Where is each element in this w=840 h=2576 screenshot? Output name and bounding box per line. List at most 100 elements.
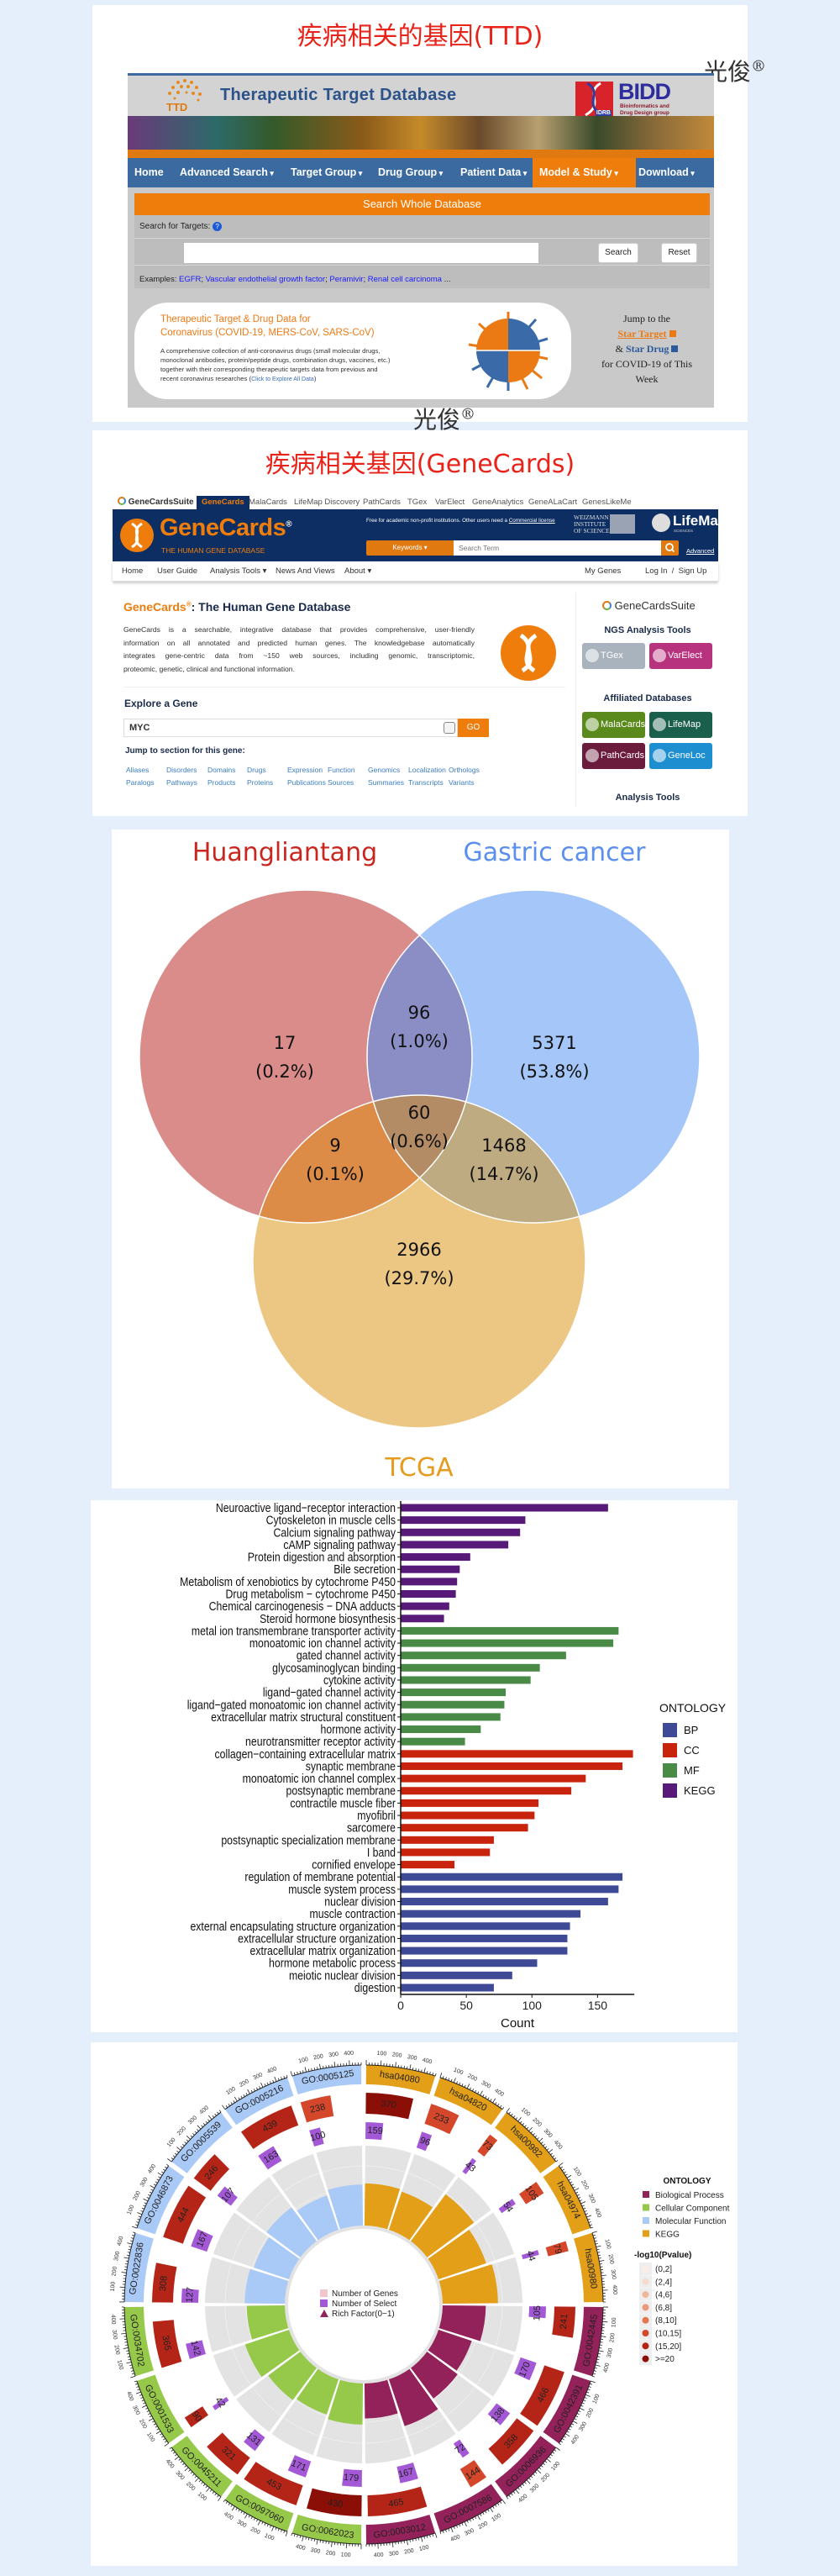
suite-tab-lifemap discovery[interactable]: LifeMap Discovery xyxy=(294,498,360,507)
section-link-expression[interactable]: Expression xyxy=(287,766,323,774)
search-whole-database-bar[interactable]: Search Whole Database xyxy=(134,193,710,215)
scale-tick xyxy=(485,2510,487,2514)
scale-tick xyxy=(253,2517,255,2521)
nav-item-news-and-views[interactable]: News And Views xyxy=(276,566,335,576)
explore-all-data-link[interactable]: Click to Explore All Data xyxy=(251,377,314,382)
suite-tab-malacards[interactable]: MalaCards xyxy=(249,498,287,507)
advanced-search-link[interactable]: Advanced xyxy=(686,547,715,555)
scale-tick xyxy=(576,2194,580,2196)
section-link-paralogs[interactable]: Paralogs xyxy=(126,778,155,787)
star-drug-link[interactable]: Star Drug xyxy=(625,343,669,355)
search-button[interactable]: Search xyxy=(598,243,638,263)
commercial-license-link[interactable]: Commercial license xyxy=(508,518,555,524)
select-bar xyxy=(217,2186,238,2206)
nav-item-drug-group[interactable]: Drug Group xyxy=(375,158,446,187)
scale-tick xyxy=(461,2083,464,2087)
section-link-proteins[interactable]: Proteins xyxy=(247,778,274,787)
scale-tick xyxy=(538,2137,543,2142)
coronavirus-icon xyxy=(468,312,549,391)
scale-tick xyxy=(218,2110,222,2113)
tool-varelect[interactable]: VarElect xyxy=(649,643,712,669)
scale-tick-label: 100 xyxy=(110,2281,117,2291)
section-link-transcripts[interactable]: Transcripts xyxy=(408,778,444,787)
rich-factor-bar xyxy=(437,2264,498,2305)
login-signup-link[interactable]: Log In / Sign Up xyxy=(645,566,707,576)
ontology-legend-swatch xyxy=(643,2217,649,2224)
ontology-band-segment xyxy=(495,2112,556,2173)
section-link-publications[interactable]: Publications xyxy=(287,778,326,787)
scale-tick xyxy=(522,2123,525,2126)
bar-kegg xyxy=(401,1504,608,1512)
select-count-label: 179 xyxy=(343,2473,359,2484)
ontology-band-segment xyxy=(543,2374,591,2444)
my-genes-link[interactable]: My Genes xyxy=(585,566,622,576)
select-bar xyxy=(186,2340,207,2359)
section-link-function[interactable]: Function xyxy=(328,766,355,774)
scale-tick xyxy=(228,2503,230,2505)
nav-item-analysis-tools[interactable]: Analysis Tools ▾ xyxy=(210,566,267,576)
suite-tab-varelect[interactable]: VarElect xyxy=(435,498,465,507)
section-link-variants[interactable]: Variants xyxy=(449,778,475,787)
section-link-sources[interactable]: Sources xyxy=(328,778,354,787)
rich-factor-bar xyxy=(364,2378,398,2419)
scale-tick-label: 300 xyxy=(328,2052,339,2058)
database-lifemap[interactable]: LifeMap xyxy=(649,712,712,738)
scale-tick xyxy=(554,2449,557,2452)
reset-button[interactable]: Reset xyxy=(661,243,697,263)
suite-tab-pathcards[interactable]: PathCards xyxy=(363,498,401,507)
scale-tick xyxy=(512,2491,516,2494)
example-link[interactable]: Peramivir xyxy=(329,275,364,284)
keywords-dropdown[interactable]: Keywords ▾ xyxy=(366,540,454,556)
explore-gene-title: Explore a Gene xyxy=(124,698,198,709)
star-target-link[interactable]: Star Target xyxy=(617,328,667,340)
nav-item-user-guide[interactable]: User Guide xyxy=(157,566,198,576)
scale-tick xyxy=(559,2442,561,2446)
example-link[interactable]: EGFR xyxy=(179,275,202,284)
suite-tab-geneanalytics[interactable]: GeneAnalytics xyxy=(472,498,524,507)
section-link-orthologs[interactable]: Orthologs xyxy=(449,766,480,774)
suite-tab-tgex[interactable]: TGex xyxy=(407,498,428,507)
scale-tick xyxy=(519,2485,522,2489)
section-link-disorders[interactable]: Disorders xyxy=(166,766,197,774)
pvalue-legend-label: (15,20] xyxy=(655,2342,681,2352)
tool-tgex[interactable]: TGex xyxy=(582,643,645,669)
scale-axis xyxy=(171,2111,222,2162)
suite-tab-genecards[interactable]: GeneCards xyxy=(197,496,249,509)
help-icon[interactable]: ? xyxy=(213,222,223,231)
database-malacards[interactable]: MalaCards xyxy=(582,712,645,738)
go-button[interactable]: GO xyxy=(458,719,489,737)
nav-item-about[interactable]: About ▾ xyxy=(344,566,372,576)
scale-tick-label: 200 xyxy=(239,2078,250,2089)
nav-item-home[interactable]: Home xyxy=(122,566,144,576)
section-link-domains[interactable]: Domains xyxy=(207,766,236,774)
scale-tick xyxy=(599,2347,602,2349)
amp: & xyxy=(615,343,623,355)
target-search-input[interactable] xyxy=(184,243,538,263)
section-link-summaries[interactable]: Summaries xyxy=(368,778,404,787)
database-geneloc[interactable]: GeneLoc xyxy=(649,743,712,769)
database-pathcards[interactable]: PathCards xyxy=(582,743,645,769)
example-link[interactable]: Vascular endothelial growth factor xyxy=(205,275,326,284)
search-term-input[interactable] xyxy=(454,540,661,556)
gene-input[interactable]: MYC xyxy=(123,719,458,737)
section-link-aliases[interactable]: Aliases xyxy=(126,766,150,774)
random-gene-dice-icon[interactable] xyxy=(444,722,455,734)
nav-item-target-group[interactable]: Target Group xyxy=(287,158,365,187)
section-link-pathways[interactable]: Pathways xyxy=(166,778,197,787)
covid-title-2[interactable]: Coronavirus (COVID-19, MERS-CoV, SARS-Co… xyxy=(160,328,375,338)
section-link-drugs[interactable]: Drugs xyxy=(247,766,266,774)
nav-item-model-study[interactable]: Model & Study xyxy=(533,158,636,187)
suite-tab-geneslikeme[interactable]: GenesLikeMe xyxy=(582,498,632,507)
suite-tab-genealacart[interactable]: GeneALaCart xyxy=(528,498,578,507)
nav-item-patient-data[interactable]: Patient Data xyxy=(457,158,530,187)
search-button[interactable] xyxy=(661,540,679,556)
section-link-products[interactable]: Products xyxy=(207,778,236,787)
example-link[interactable]: Renal cell carcinoma xyxy=(367,275,442,284)
nav-item-download[interactable]: Download xyxy=(635,158,698,187)
covid-title-1[interactable]: Therapeutic Target & Drug Data for xyxy=(160,314,311,324)
section-link-localization[interactable]: Localization xyxy=(408,766,446,774)
nav-item-advanced-search[interactable]: Advanced Search xyxy=(176,158,277,187)
scale-tick-label: 200 xyxy=(185,2481,196,2492)
section-link-genomics[interactable]: Genomics xyxy=(368,766,401,774)
nav-item-home[interactable]: Home xyxy=(134,166,164,178)
